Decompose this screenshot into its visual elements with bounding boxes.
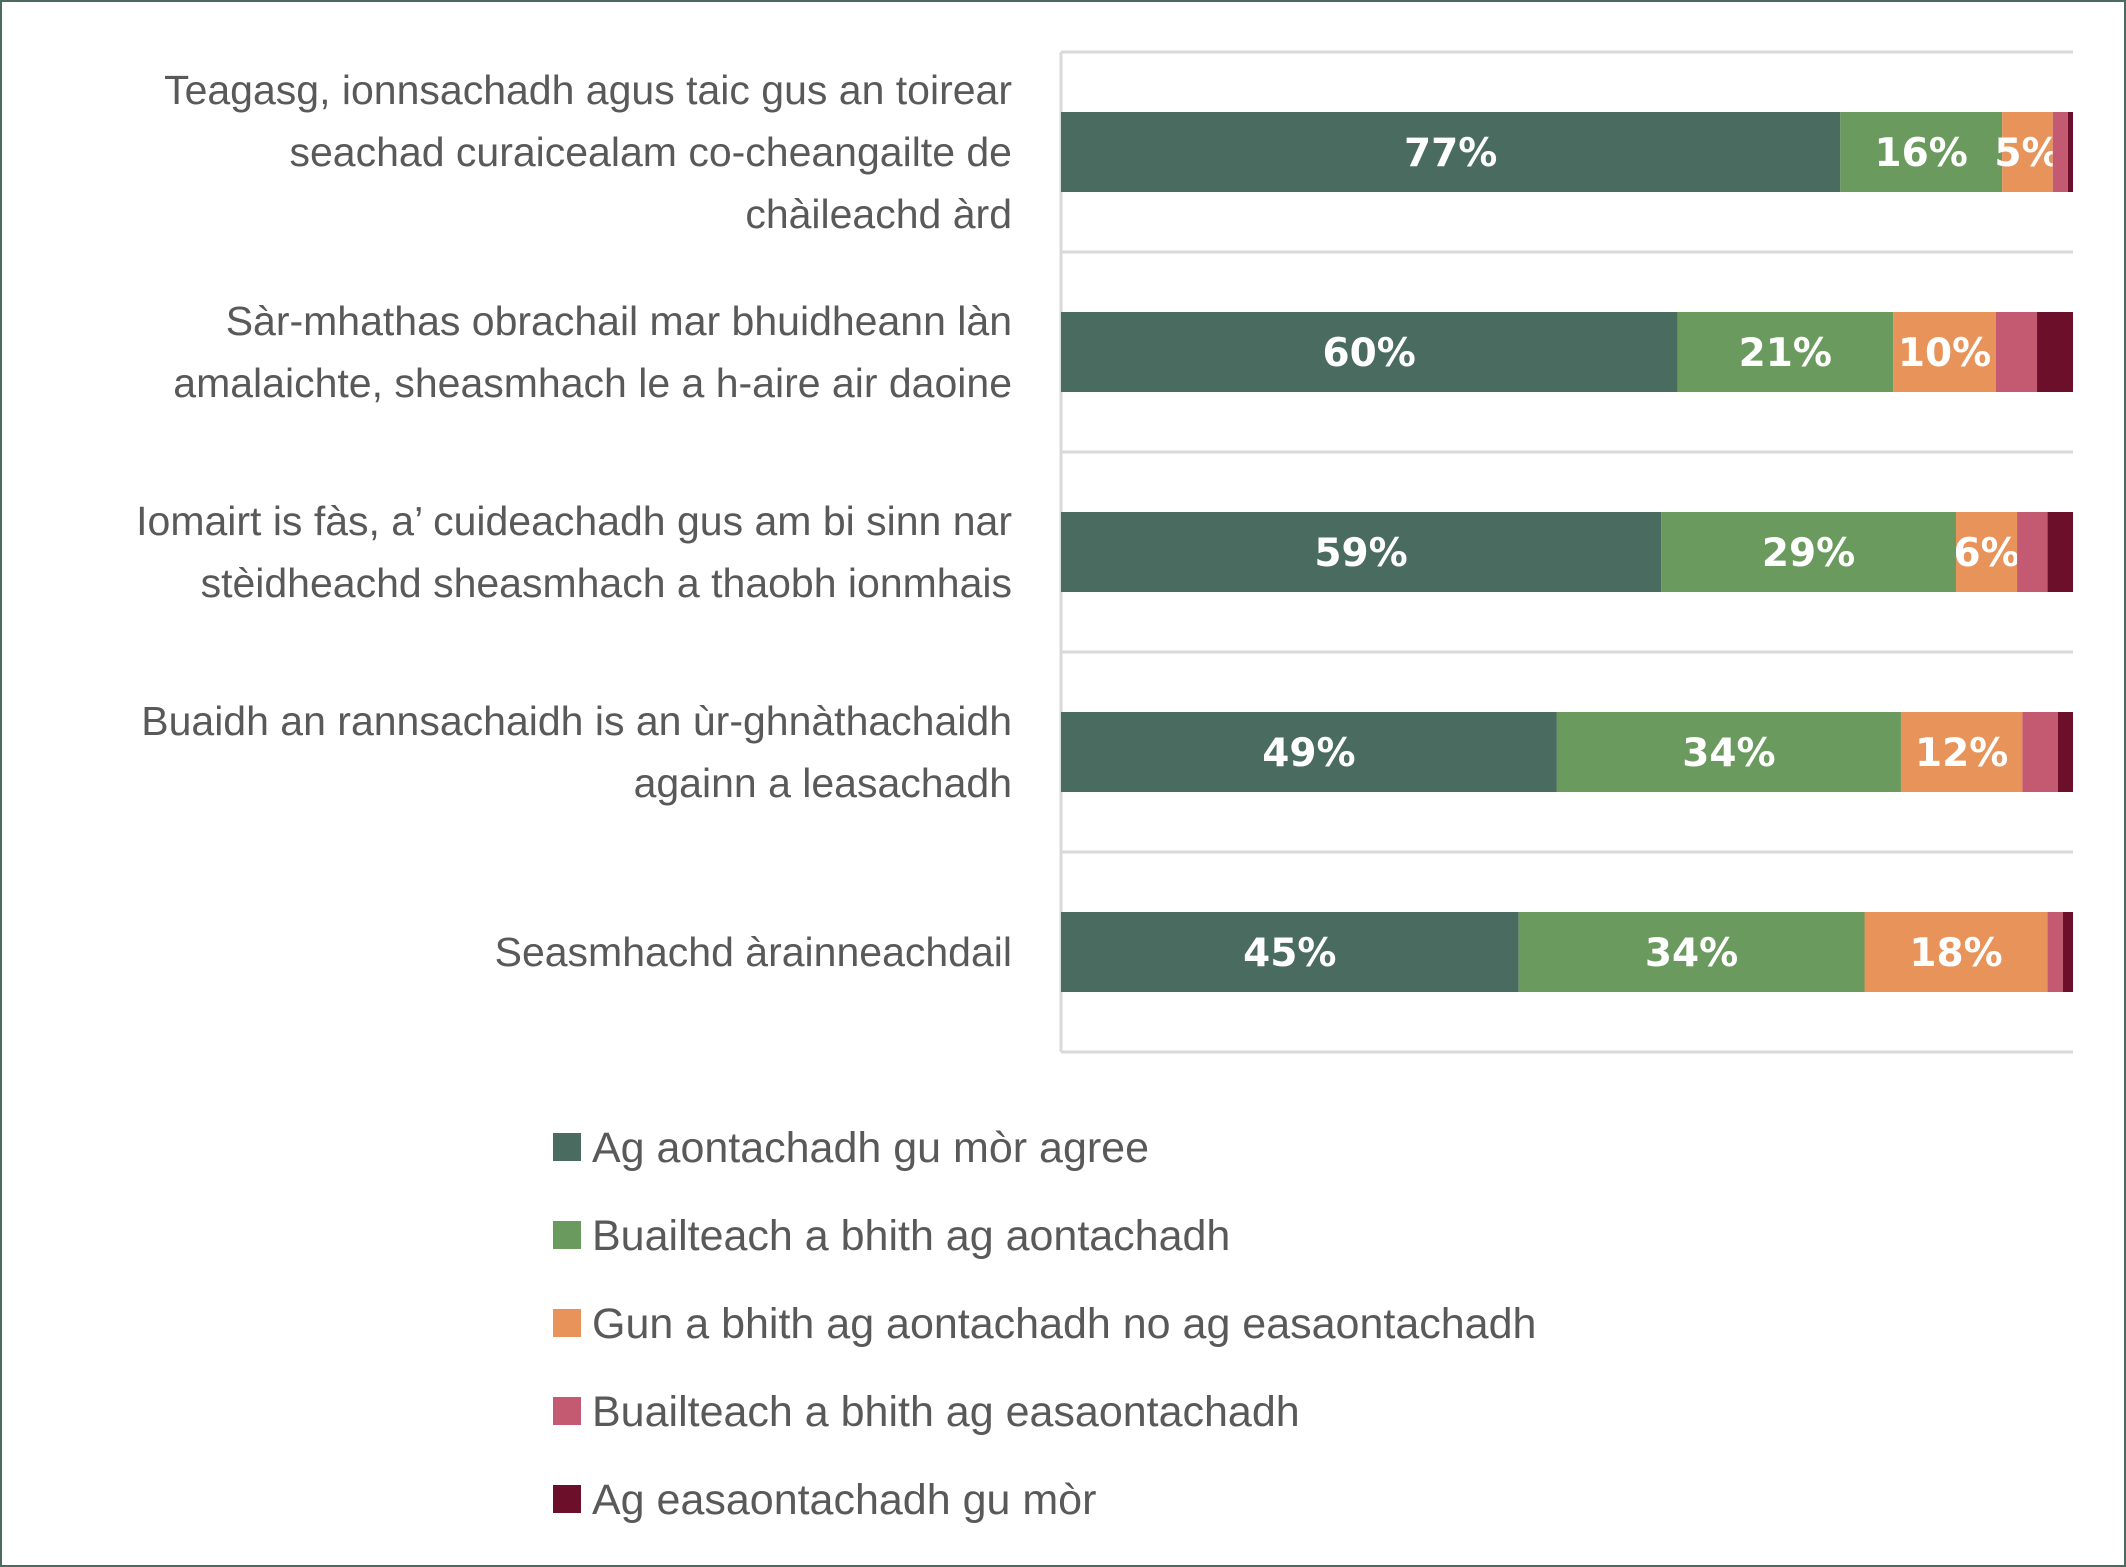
- legend-swatch: [553, 1397, 581, 1425]
- legend-label: Ag easaontachadh gu mòr: [592, 1476, 1096, 1524]
- bar-segment: [2057, 712, 2073, 792]
- data-label: 34%: [1645, 931, 1738, 976]
- bar-segment: [1677, 312, 1894, 392]
- data-label: 77%: [1404, 131, 1497, 176]
- data-label: 12%: [1915, 731, 2008, 776]
- category-label: Iomairt is fàs, a’ cuideachadh gus am bi…: [136, 498, 1012, 544]
- bar-segment: [2062, 912, 2073, 992]
- data-label: 45%: [1243, 931, 1336, 976]
- legend-swatch: [553, 1221, 581, 1249]
- bar-segment: [2017, 512, 2048, 592]
- legend-label: Ag aontachadh gu mòr agree: [592, 1124, 1149, 1172]
- legend-label: Buailteach a bhith ag easaontachadh: [592, 1388, 1300, 1436]
- bar-segment: [1900, 712, 2023, 792]
- category-labels: Teagasg, ionnsachadh agus taic gus an to…: [136, 67, 1012, 975]
- bar-segment: [1061, 312, 1678, 392]
- bar-segment: [1864, 912, 2048, 992]
- bar-segment: [1061, 112, 1841, 192]
- bars-layer: 77% 16% 5% 60% 21% 10% 59% 29% 6% 49% 34% 12% 45% 34%…: [1061, 112, 2073, 992]
- grid-layer: [1059, 50, 2073, 1054]
- legend-label: Gun a bhith ag aontachadh no ag easaonta…: [592, 1300, 1536, 1348]
- category-label: chàileachd àrd: [745, 191, 1012, 237]
- bar-segment: [1556, 712, 1901, 792]
- category-label: Sàr-mhathas obrachail mar bhuidheann làn: [226, 298, 1012, 344]
- bar-segment: [2047, 512, 2073, 592]
- bar-segment: [1061, 912, 1519, 992]
- bar-segment: [2052, 112, 2068, 192]
- legend-swatch: [553, 1133, 581, 1161]
- data-label: 29%: [1762, 531, 1855, 576]
- bar-segment: [2037, 312, 2073, 392]
- data-label: 5%: [1994, 131, 2060, 176]
- legend: Ag aontachadh gu mòr agree Buailteach a b…: [553, 1124, 1536, 1524]
- data-label: 49%: [1262, 731, 1355, 776]
- data-label: 21%: [1739, 331, 1832, 376]
- bar-segment: [1893, 312, 1996, 392]
- bar-segment: [1661, 512, 1957, 592]
- bar-segment: [1518, 912, 1865, 992]
- category-label: againn a leasachadh: [634, 760, 1012, 806]
- data-label: 59%: [1314, 531, 1407, 576]
- data-label: 10%: [1898, 331, 1991, 376]
- category-label: stèidheachd sheasmhach a thaobh ionmhais: [201, 560, 1012, 606]
- bar-segment: [1840, 112, 2003, 192]
- bar-segment: [1061, 712, 1557, 792]
- bar-segment: [1995, 312, 2038, 392]
- category-label: Teagasg, ionnsachadh agus taic gus an to…: [164, 67, 1012, 113]
- data-label: 6%: [1953, 531, 2019, 576]
- data-label: 60%: [1323, 331, 1416, 376]
- bar-segment: [1956, 512, 2018, 592]
- legend-label: Buailteach a bhith ag aontachadh: [592, 1212, 1230, 1260]
- bar-segment: [2002, 112, 2053, 192]
- category-label: seachad curaicealam co-cheangailte de: [289, 129, 1012, 175]
- data-label: 18%: [1909, 931, 2002, 976]
- data-label: 16%: [1875, 131, 1968, 176]
- category-label: Buaidh an rannsachaidh is an ùr-ghnàthac…: [141, 698, 1012, 744]
- bar-segment: [2022, 712, 2058, 792]
- category-label: amalaichte, sheasmhach le a h-aire air d…: [173, 360, 1012, 406]
- legend-swatch: [553, 1485, 581, 1513]
- data-label: 34%: [1682, 731, 1775, 776]
- category-label: Seasmhachd àrainneachdail: [495, 929, 1012, 975]
- bar-segment: [1061, 512, 1662, 592]
- bar-segment: [2047, 912, 2063, 992]
- legend-swatch: [553, 1309, 581, 1337]
- bar-segment: [2067, 112, 2073, 192]
